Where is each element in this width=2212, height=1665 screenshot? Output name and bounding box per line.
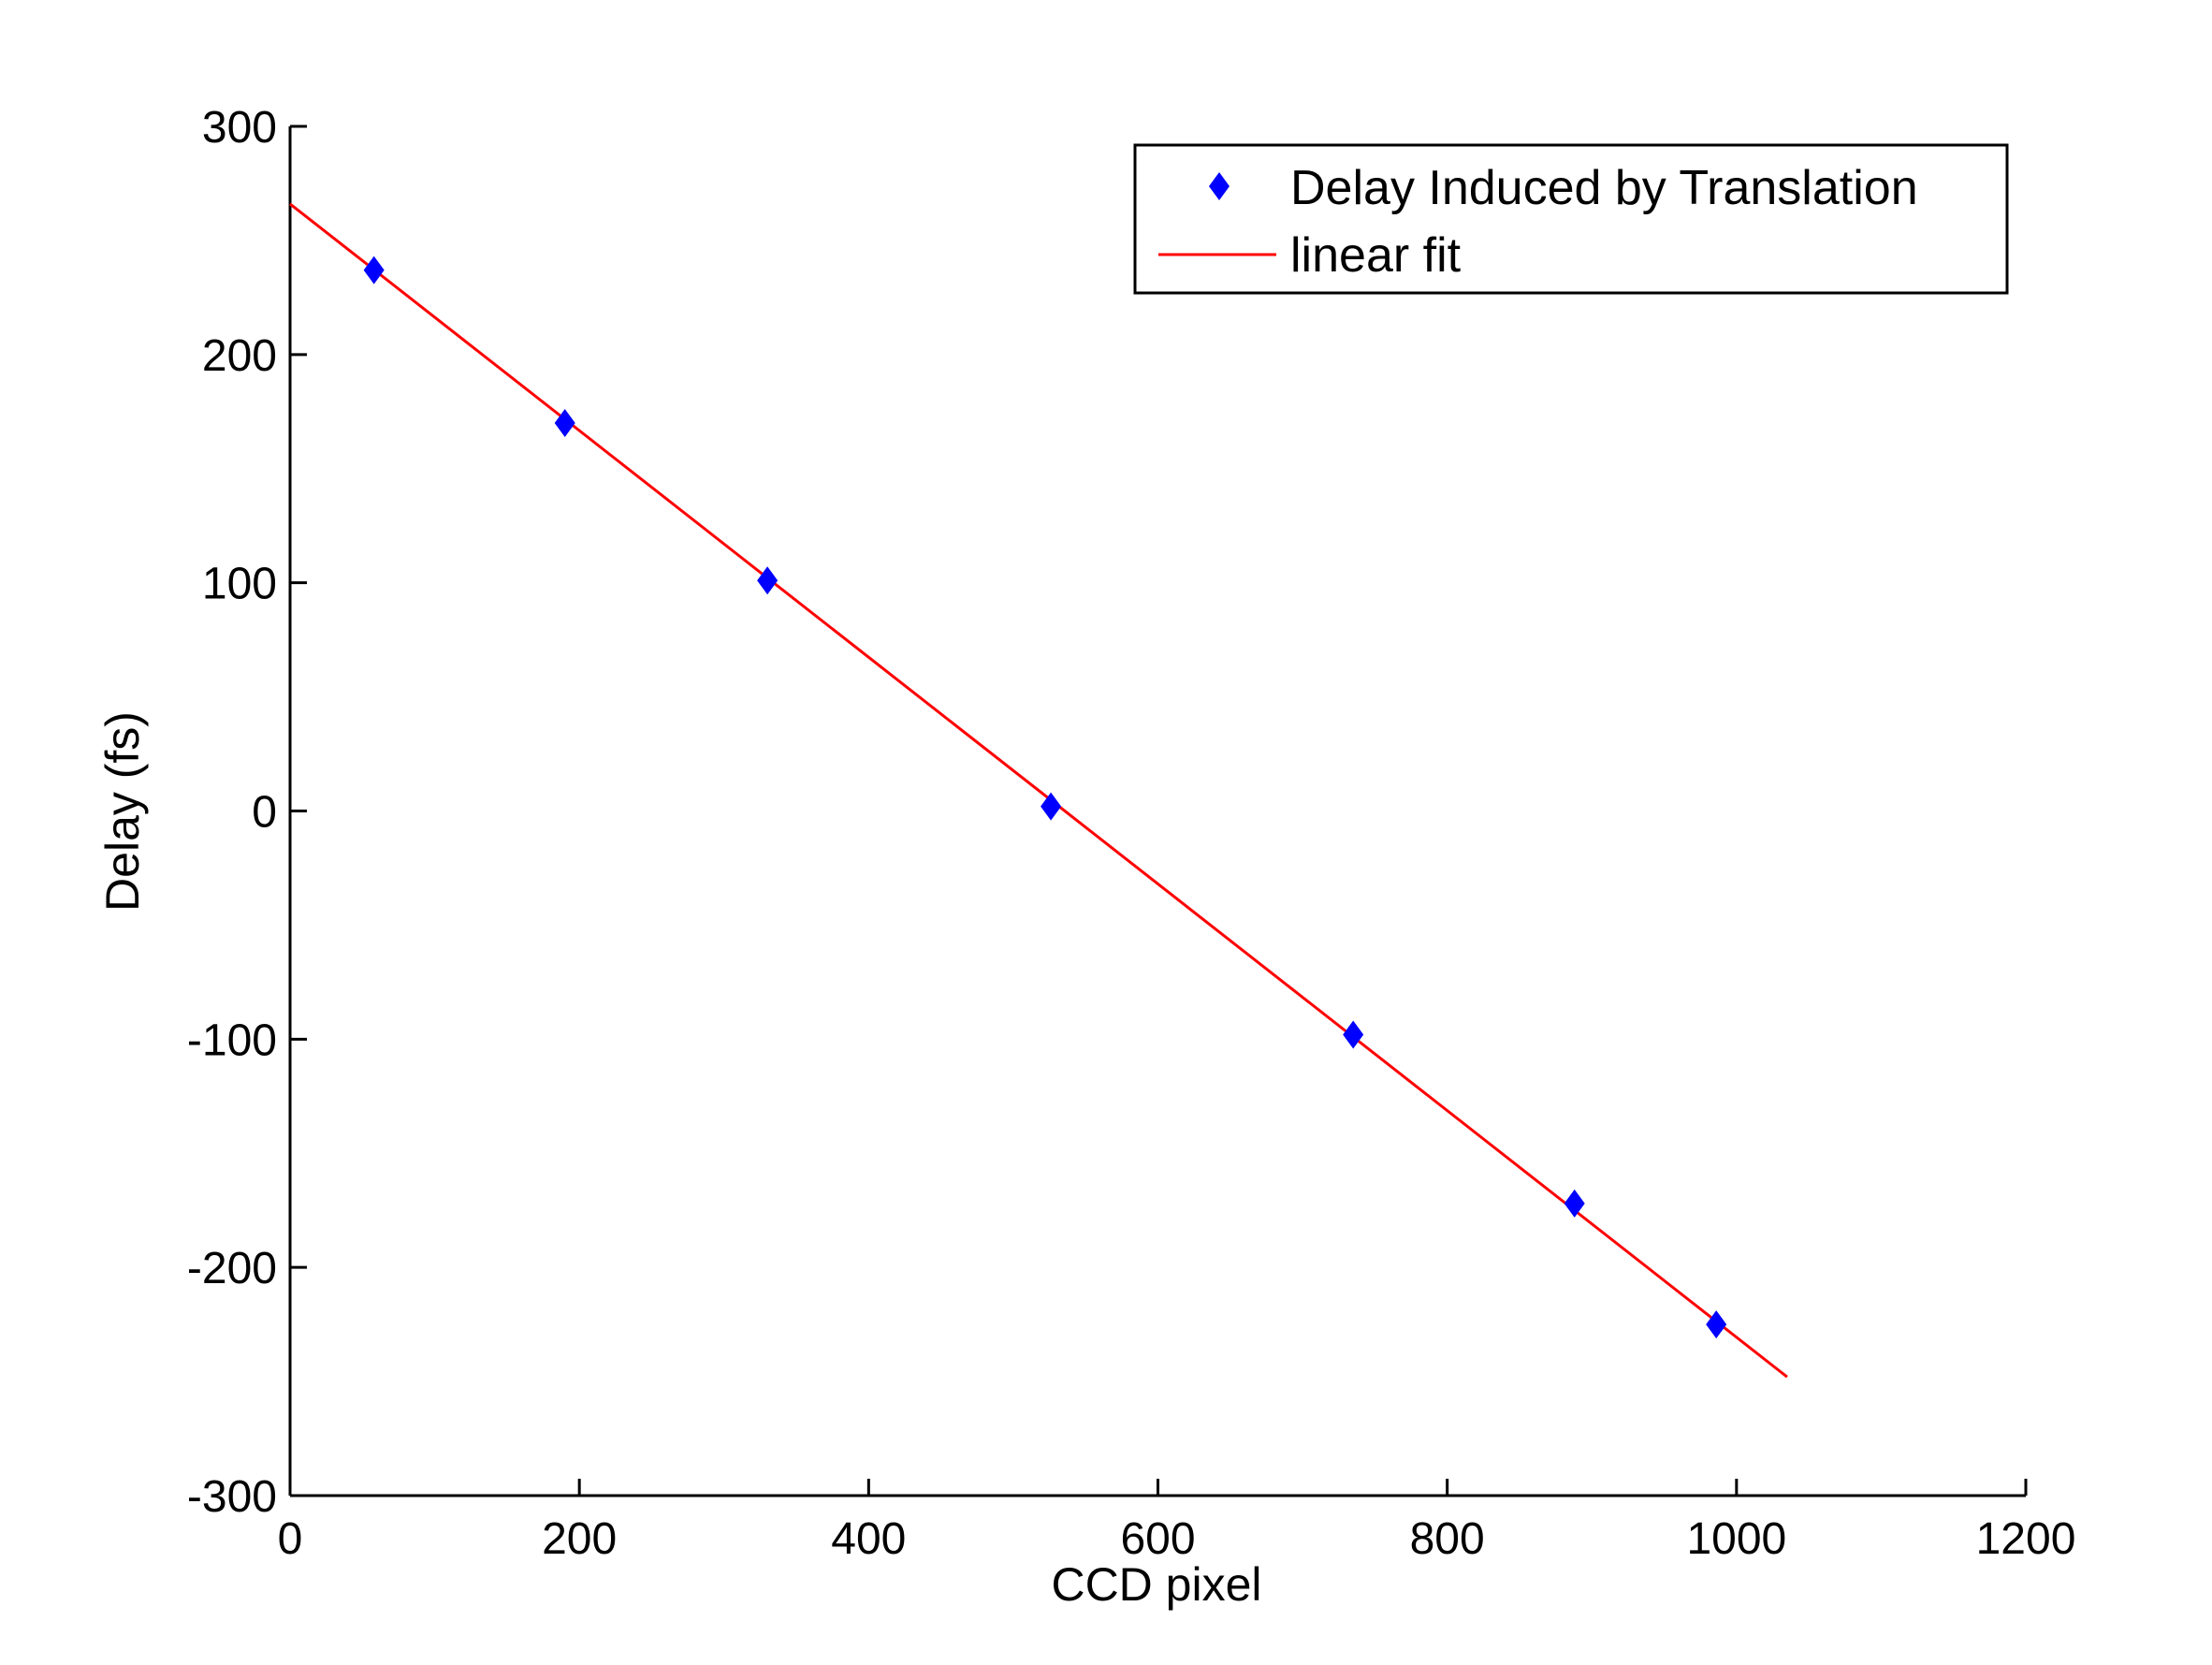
- data-point-diamond: [1041, 792, 1062, 821]
- linear-fit-line: [289, 202, 1788, 1379]
- legend-label-delay: Delay Induced by Translation: [1290, 161, 1918, 215]
- x-tick-label: 400: [831, 1514, 906, 1564]
- data-point-diamond: [1564, 1189, 1585, 1218]
- x-tick-label: 200: [542, 1514, 617, 1564]
- data-point-diamond: [757, 566, 779, 595]
- x-tick-label: 1200: [1976, 1514, 2076, 1564]
- series-layer: [289, 202, 1788, 1379]
- data-point-diamond: [554, 408, 575, 437]
- x-tick-label: 0: [278, 1514, 303, 1564]
- x-tick-label: 800: [1410, 1514, 1485, 1564]
- y-tick-label: -100: [187, 1015, 277, 1065]
- data-point-diamond: [1706, 1310, 1727, 1339]
- legend-marker-diamond: [1209, 172, 1230, 200]
- x-tick-label: 600: [1120, 1514, 1195, 1564]
- y-tick-label: 0: [252, 788, 277, 838]
- y-tick-label: 300: [202, 103, 277, 153]
- data-point-diamond: [363, 256, 385, 285]
- y-axis-label: Delay (fs): [96, 711, 149, 912]
- x-axis-label: CCD pixel: [1051, 1558, 1261, 1611]
- data-point-diamond: [1343, 1020, 1364, 1049]
- y-axis-ticks: -300 -200 -100 0 100 200 300: [187, 103, 307, 1522]
- x-tick-label: 1000: [1686, 1514, 1786, 1564]
- y-tick-label: 200: [202, 331, 277, 381]
- x-axis-ticks: 0 200 400 600 800 1000 1200: [278, 1479, 2076, 1564]
- legend-label-linear-fit: linear fit: [1290, 228, 1462, 283]
- plot-frame: [288, 126, 2026, 1497]
- y-tick-label: -300: [187, 1472, 277, 1522]
- legend: Delay Induced by Translation linear fit: [1133, 143, 2009, 295]
- y-tick-label: -200: [187, 1244, 277, 1293]
- legend-box: [1133, 143, 2009, 295]
- y-tick-label: 100: [202, 560, 277, 609]
